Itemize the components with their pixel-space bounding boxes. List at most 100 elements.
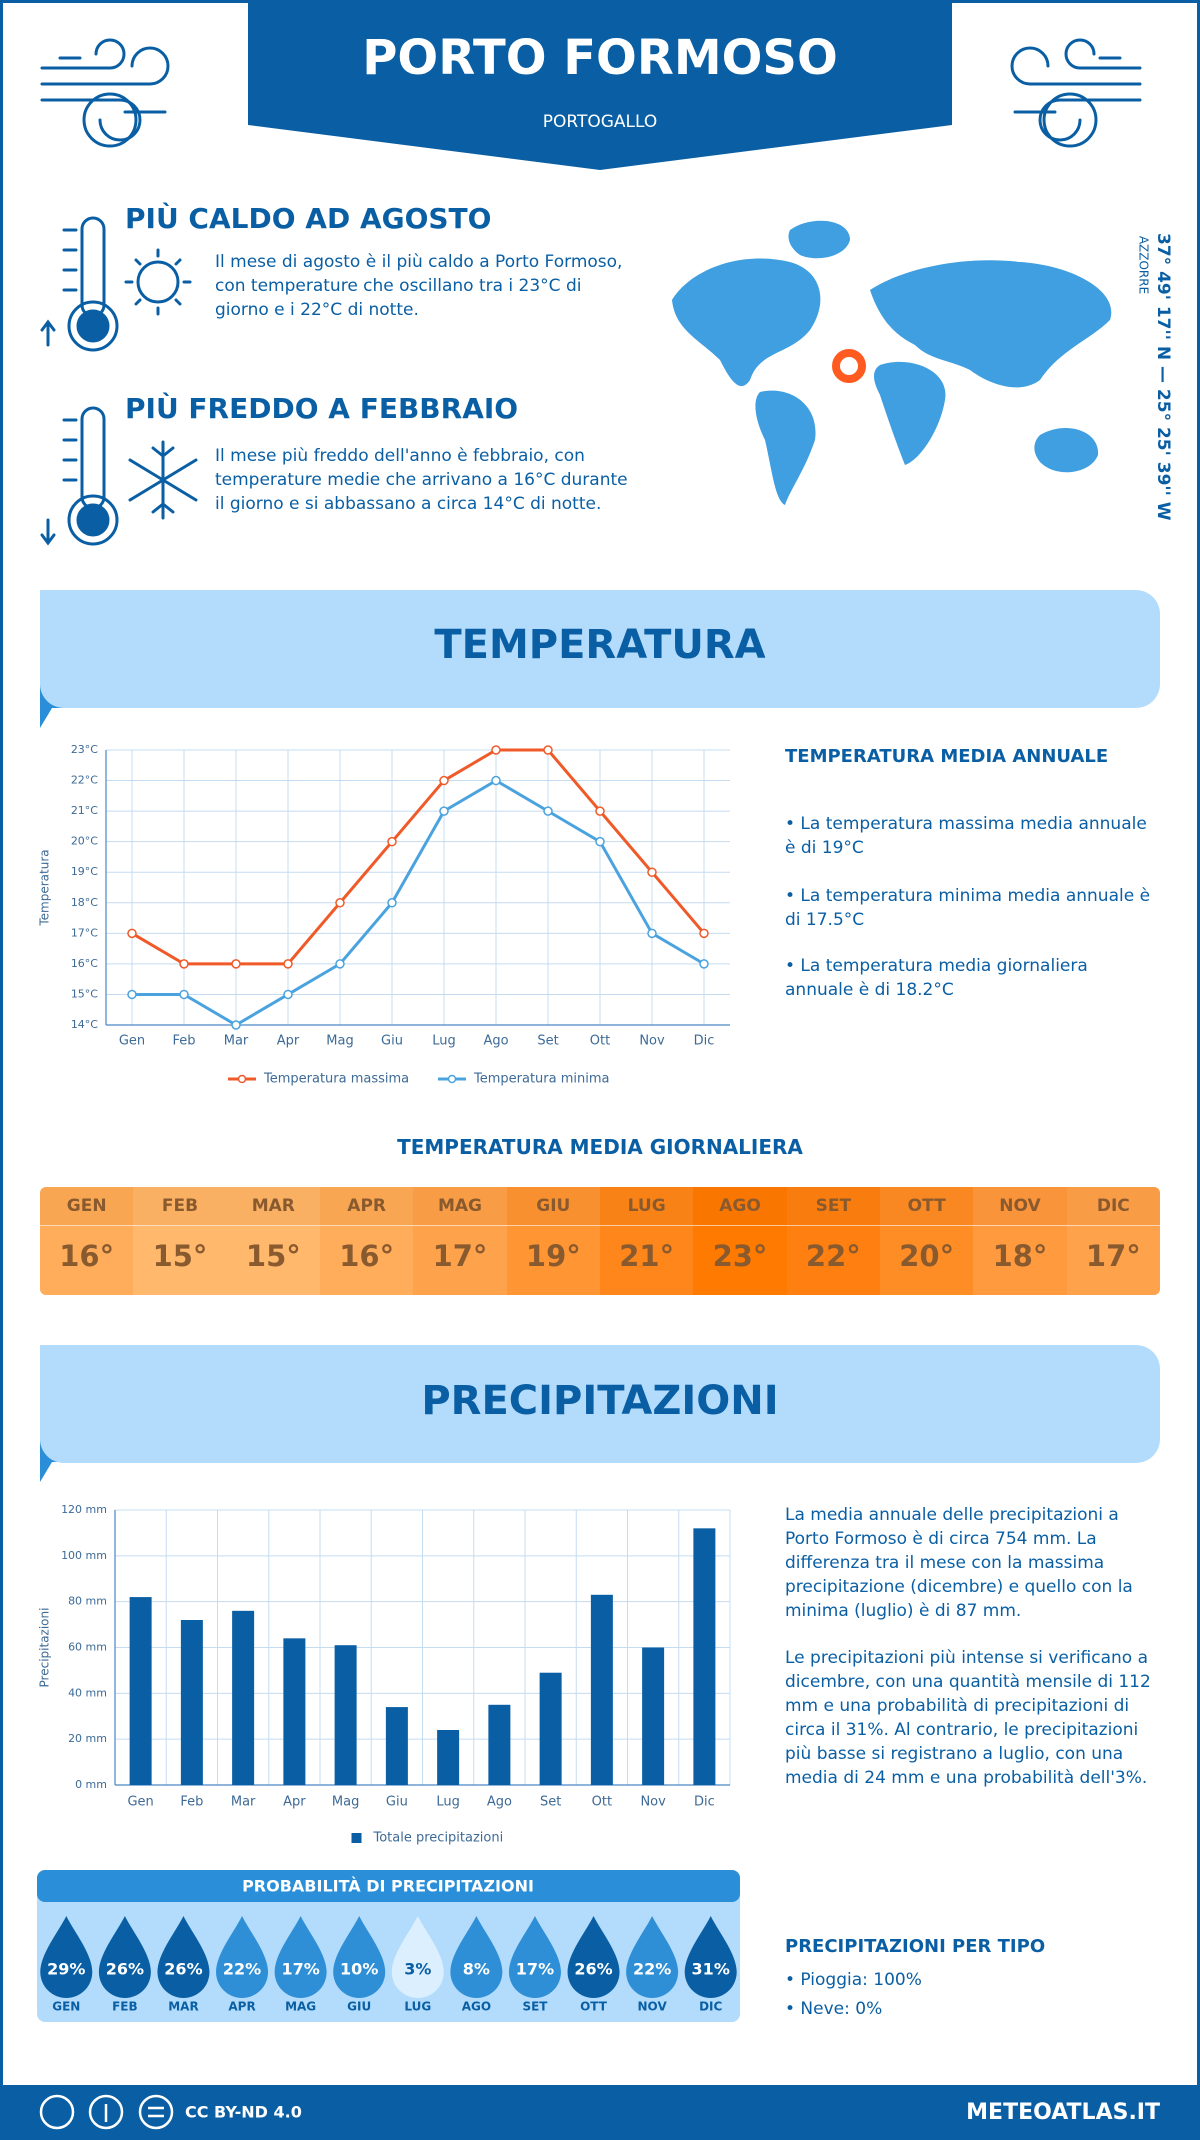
probability-drop [508,1916,561,1998]
y-tick-label: 16°C [71,957,98,970]
daily-column: GEN 16° [40,1187,134,1295]
x-tick-label: Apr [283,1795,306,1810]
bar [334,1645,357,1785]
daily-value: 15° [245,1239,301,1273]
series-line [132,778,705,1027]
probability-drop [157,1916,210,1998]
daily-value: 16° [59,1239,115,1273]
type-item: • Neve: 0% [785,1999,883,2019]
y-tick-label: 21°C [71,804,98,817]
probability-month: APR [228,2000,255,2014]
daily-month: OTT [907,1196,946,1216]
daily-column: MAR 15° [226,1187,320,1295]
daily-value: 17° [432,1239,488,1273]
probability-drop [40,1916,93,1998]
data-point [335,959,345,969]
x-tick-label: Mar [224,1034,249,1049]
data-point [543,745,553,755]
type-title: PRECIPITAZIONI PER TIPO [785,1936,1046,1957]
series-line [131,748,706,966]
probability-month: FEB [112,2000,138,2014]
type-item: • Pioggia: 100% [785,1970,922,1990]
bar [129,1597,152,1785]
data-point [283,989,293,1000]
annual-title: TEMPERATURA MEDIA ANNUALE [785,746,1109,767]
probability-month: AGO [462,2000,491,2014]
data-point [595,806,605,816]
daily-column: AGO 23° [693,1187,787,1295]
daily-month: NOV [999,1196,1041,1216]
probability-drop [450,1916,503,1998]
probability-drop [567,1916,620,1998]
x-tick-label: Ott [590,1034,610,1049]
probability-title: PROBABILITÀ DI PRECIPITAZIONI [242,1877,534,1896]
daily-value: 21° [619,1239,675,1273]
daily-value: 20° [899,1239,955,1273]
daily-column: FEB 15° [133,1187,227,1295]
x-tick-label: Mar [231,1795,256,1810]
daily-month-shade [413,1187,507,1226]
daily-month: GIU [536,1196,571,1216]
daily-month-shade [320,1187,414,1226]
fact-text: Il mese più freddo dell'anno è febbraio,… [215,446,628,514]
daily-column: APR 16° [320,1187,414,1295]
y-tick-label: 20°C [71,835,98,848]
x-tick-label: Dic [694,1034,715,1049]
probability-value: 26% [164,1960,202,1979]
daily-month-shade [226,1187,320,1226]
daily-value: 16° [339,1239,395,1273]
data-point [179,989,189,1000]
probability-value: 26% [106,1960,144,1979]
bar [180,1620,203,1785]
fact-title: PIÙ CALDO AD AGOSTO [125,202,492,235]
x-tick-label: Apr [277,1034,300,1049]
probability-value: 22% [633,1960,671,1979]
x-tick-label: Feb [180,1795,203,1810]
data-point [179,959,189,969]
annual-item: • La temperatura media giornaliera annua… [785,956,1088,1000]
y-tick-label: 15°C [71,987,98,1000]
daily-month-shade [973,1187,1067,1226]
x-tick-label: Mag [326,1034,353,1049]
probability-drop [274,1916,327,1998]
y-tick-label: 19°C [71,865,98,878]
thermometer-icon [40,216,198,546]
probability-month: DIC [699,2000,722,2014]
y-tick-label: 120 mm [61,1503,107,1516]
y-tick-label: 20 mm [68,1732,107,1745]
precip-paragraph: Le precipitazioni più intense si verific… [785,1648,1151,1788]
daily-month: SET [815,1196,852,1216]
daily-month: LUG [627,1196,666,1216]
y-tick-label: 80 mm [68,1595,107,1608]
probability-value: 29% [47,1960,85,1979]
y-tick-label: 40 mm [68,1686,107,1699]
daily-month-shade [880,1187,974,1226]
probability-value: 26% [574,1960,612,1979]
data-point [127,989,137,1000]
daily-value: 23° [712,1239,768,1273]
y-tick-label: 100 mm [61,1549,107,1562]
probability-month: GIU [347,2000,371,2014]
probability-month: LUG [404,2000,431,2014]
daily-column: OTT 20° [880,1187,974,1295]
precip-paragraph: La media annuale delle precipitazioni a … [785,1505,1133,1621]
daily-column: GIU 19° [506,1187,600,1295]
data-point [439,775,449,786]
daily-value: 17° [1085,1239,1141,1273]
data-point [543,806,553,816]
probability-value: 17% [281,1960,319,1979]
probability-box [37,1870,740,2022]
location-marker [832,349,866,383]
daily-month-shade [40,1187,134,1226]
annual-item: • La temperatura minima media annuale è … [785,886,1151,930]
probability-drop [333,1916,386,1998]
x-tick-label: Gen [119,1034,145,1049]
probability-drop [391,1916,444,1998]
daily-month-shade [786,1187,880,1226]
probability-value: 8% [463,1960,490,1979]
probability-month: NOV [638,2000,668,2014]
probability-drop [684,1916,737,1998]
y-tick-label: 17°C [71,926,98,939]
daily-column: LUG 21° [600,1187,694,1295]
